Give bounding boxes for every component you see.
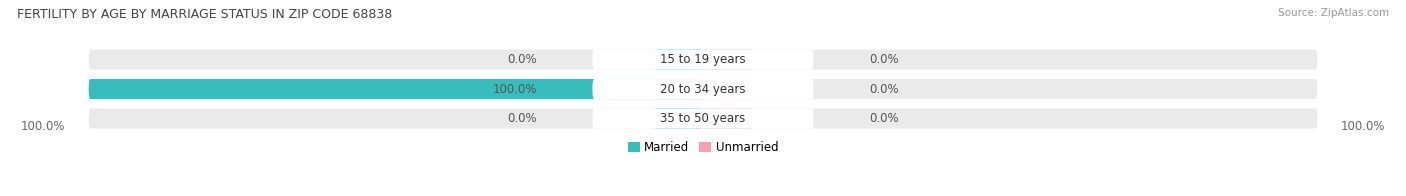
FancyBboxPatch shape: [592, 79, 814, 99]
FancyBboxPatch shape: [703, 79, 752, 99]
FancyBboxPatch shape: [654, 50, 703, 70]
Legend: Married, Unmarried: Married, Unmarried: [623, 136, 783, 159]
FancyBboxPatch shape: [703, 50, 752, 70]
Text: 0.0%: 0.0%: [869, 83, 898, 96]
Text: 20 to 34 years: 20 to 34 years: [661, 83, 745, 96]
Text: 100.0%: 100.0%: [492, 83, 537, 96]
Text: 0.0%: 0.0%: [508, 112, 537, 125]
FancyBboxPatch shape: [654, 109, 703, 129]
Text: 0.0%: 0.0%: [869, 112, 898, 125]
Text: 100.0%: 100.0%: [1340, 120, 1385, 133]
FancyBboxPatch shape: [592, 50, 814, 70]
Text: 100.0%: 100.0%: [21, 120, 66, 133]
FancyBboxPatch shape: [592, 109, 814, 129]
FancyBboxPatch shape: [654, 79, 703, 99]
FancyBboxPatch shape: [703, 109, 752, 129]
FancyBboxPatch shape: [89, 79, 1317, 99]
Text: 35 to 50 years: 35 to 50 years: [661, 112, 745, 125]
Text: FERTILITY BY AGE BY MARRIAGE STATUS IN ZIP CODE 68838: FERTILITY BY AGE BY MARRIAGE STATUS IN Z…: [17, 8, 392, 21]
Text: 0.0%: 0.0%: [869, 53, 898, 66]
Text: 15 to 19 years: 15 to 19 years: [661, 53, 745, 66]
FancyBboxPatch shape: [89, 50, 1317, 70]
FancyBboxPatch shape: [89, 109, 1317, 129]
FancyBboxPatch shape: [89, 79, 703, 99]
Text: Source: ZipAtlas.com: Source: ZipAtlas.com: [1278, 8, 1389, 18]
Text: 0.0%: 0.0%: [508, 53, 537, 66]
